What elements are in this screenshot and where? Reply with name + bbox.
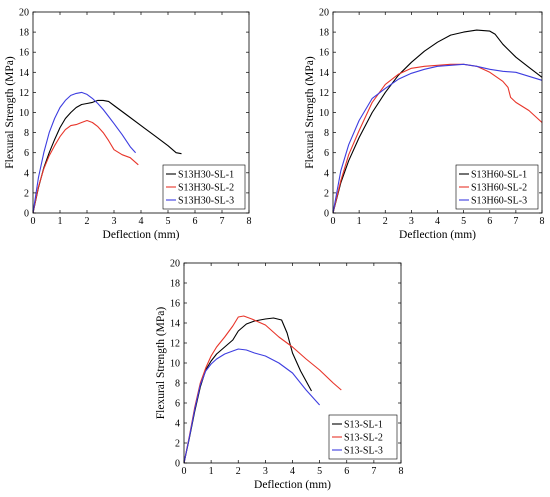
y-tick-label: 12 (19, 88, 29, 99)
y-tick-label: 16 (170, 299, 180, 310)
x-tick-label: 1 (209, 466, 214, 477)
x-tick-label: 0 (182, 466, 187, 477)
x-tick-label: 5 (461, 216, 466, 227)
y-tick-label: 18 (170, 279, 180, 290)
y-tick-label: 6 (24, 148, 29, 159)
y-tick-label: 0 (324, 209, 329, 220)
y-tick-label: 20 (319, 8, 329, 19)
y-tick-label: 10 (19, 108, 29, 119)
legend-entry-label: S13H60-SL-1 (471, 170, 527, 181)
x-tick-label: 3 (263, 466, 268, 477)
y-axis-label: Flexural Strength (MPa) (304, 56, 316, 169)
x-tick-label: 4 (435, 216, 440, 227)
y-tick-label: 10 (319, 108, 329, 119)
x-tick-label: 8 (540, 216, 545, 227)
y-tick-label: 2 (324, 188, 329, 199)
y-axis-label: Flexural Strength (MPa) (155, 307, 167, 420)
y-tick-label: 0 (175, 459, 180, 470)
y-tick-label: 0 (24, 209, 29, 220)
y-tick-label: 2 (24, 188, 29, 199)
y-tick-label: 8 (24, 128, 29, 139)
x-tick-label: 6 (487, 216, 492, 227)
x-tick-label: 7 (220, 216, 225, 227)
legend-entry-label: S13H30-SL-2 (178, 183, 234, 194)
x-axis-label: Deflection (mm) (254, 479, 331, 491)
y-tick-label: 6 (324, 148, 329, 159)
y-axis-label: Flexural Strength (MPa) (4, 56, 16, 169)
y-tick-label: 12 (319, 88, 329, 99)
x-tick-label: 2 (236, 466, 241, 477)
legend-box (162, 164, 246, 210)
x-tick-label: 7 (371, 466, 376, 477)
x-tick-label: 1 (58, 216, 63, 227)
legend: S13H30-SL-1 S13H30-SL-2 S13H30-SL-3 (162, 164, 246, 210)
y-tick-label: 12 (170, 339, 180, 350)
x-tick-label: 6 (193, 216, 198, 227)
x-tick-label: 2 (383, 216, 388, 227)
y-tick-label: 20 (19, 8, 29, 19)
x-tick-label: 3 (112, 216, 117, 227)
y-tick-label: 18 (19, 28, 29, 39)
legend-entry-label: S13H60-SL-2 (471, 183, 527, 194)
x-tick-label: 4 (139, 216, 144, 227)
legend-entry-label: S13H30-SL-3 (178, 196, 234, 207)
y-tick-label: 4 (175, 419, 180, 430)
series-line-2 (32, 119, 139, 214)
y-tick-label: 8 (324, 128, 329, 139)
x-tick-label: 3 (409, 216, 414, 227)
x-axis-label: Deflection (mm) (399, 229, 476, 241)
y-tick-label: 6 (175, 399, 180, 410)
x-tick-label: 0 (31, 216, 36, 227)
x-tick-label: 8 (247, 216, 252, 227)
series-line-1 (32, 99, 182, 214)
y-tick-label: 18 (319, 28, 329, 39)
x-tick-label: 5 (166, 216, 171, 227)
x-tick-label: 2 (85, 216, 90, 227)
x-tick-label: 5 (317, 466, 322, 477)
legend-entry-label: S13H30-SL-1 (178, 170, 234, 181)
legend: S13H60-SL-1 S13H60-SL-2 S13H60-SL-3 (455, 164, 539, 210)
y-tick-label: 16 (319, 48, 329, 59)
series-line-2 (183, 315, 342, 464)
x-tick-label: 4 (290, 466, 295, 477)
x-tick-label: 6 (344, 466, 349, 477)
x-tick-label: 7 (513, 216, 518, 227)
y-tick-label: 4 (24, 168, 29, 179)
legend-entry-label: S13-SL-2 (344, 433, 383, 444)
series-line-3 (32, 91, 137, 214)
legend-entry-label: S13-SL-1 (344, 420, 383, 431)
legend-entry-label: S13-SL-3 (344, 446, 383, 457)
y-tick-label: 4 (324, 168, 329, 179)
legend-entry-label: S13H60-SL-3 (471, 196, 527, 207)
y-tick-label: 8 (175, 379, 180, 390)
x-tick-label: 8 (399, 466, 404, 477)
x-tick-label: 0 (331, 216, 336, 227)
x-axis-label: Deflection (mm) (103, 229, 180, 241)
x-tick-label: 1 (357, 216, 362, 227)
series-line-3 (183, 348, 321, 464)
y-tick-label: 14 (319, 68, 329, 79)
series-line-1 (332, 29, 543, 214)
legend: S13-SL-1 S13-SL-2 S13-SL-3 (328, 414, 398, 460)
series-line-3 (332, 63, 543, 214)
y-tick-label: 10 (170, 359, 180, 370)
y-tick-label: 14 (170, 319, 180, 330)
series-line-1 (183, 317, 312, 464)
y-tick-label: 2 (175, 439, 180, 450)
y-tick-label: 16 (19, 48, 29, 59)
y-tick-label: 14 (19, 68, 29, 79)
legend-box (455, 164, 539, 210)
y-tick-label: 20 (170, 259, 180, 270)
series-line-2 (332, 63, 543, 214)
